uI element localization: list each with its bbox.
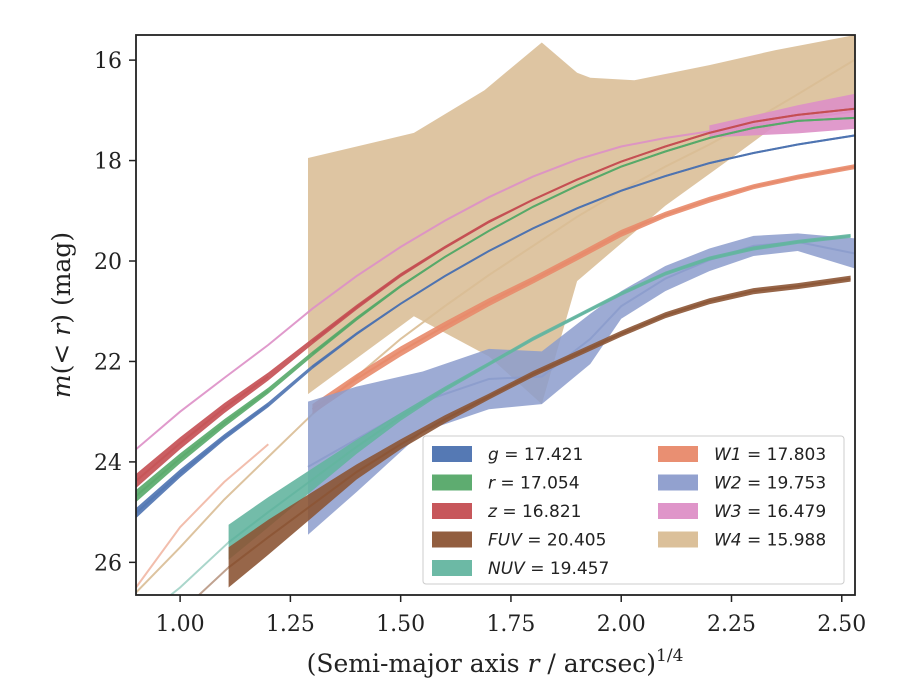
chart-canvas: 1.00 1.25 1.50 1.75 2.00 2.25 2.50 16 18 20 22 24 2…: [0, 0, 900, 700]
x-axis-label-base: (Semi-major axis: [307, 649, 528, 678]
x-axis-label-exponent: 1/4: [656, 646, 683, 666]
legend-swatch: [658, 532, 698, 548]
legend-value: = 17.803: [742, 445, 827, 465]
legend-swatch: [658, 503, 698, 519]
legend-label: FUV = 20.405: [488, 531, 606, 551]
legend-item-z: z = 16.821: [432, 502, 581, 522]
x-axis-ticks: 1.00 1.25 1.50 1.75 2.00 2.25 2.50: [156, 595, 867, 637]
y-axis-label: m(< r) (mag): [47, 232, 76, 398]
legend-item-w2: W2 = 19.753: [658, 474, 826, 494]
legend-value: = 16.479: [742, 502, 827, 522]
legend-band: W4: [714, 531, 742, 551]
y-tick-label: 24: [94, 451, 122, 476]
x-axis-label: (Semi-major axis r / arcsec)1/4: [307, 646, 684, 678]
legend-label: z = 16.821: [487, 502, 581, 522]
y-axis-label-close: ): [47, 314, 76, 324]
x-tick-label: 1.00: [156, 612, 205, 637]
legend-swatch: [432, 532, 472, 548]
legend-swatch: [432, 446, 472, 462]
legend-value: = 19.457: [525, 559, 610, 579]
x-axis-label-rest: / arcsec): [539, 649, 656, 678]
x-tick-label: 2.00: [597, 612, 646, 637]
y-axis-label-paren: (<: [47, 336, 76, 375]
legend-value: = 20.405: [522, 531, 607, 551]
legend-item-w3: W3 = 16.479: [658, 502, 826, 522]
y-tick-label: 16: [94, 49, 122, 74]
x-tick-label: 1.25: [266, 612, 315, 637]
x-tick-label: 2.50: [817, 612, 866, 637]
y-tick-label: 18: [94, 150, 122, 175]
legend-band: g: [488, 445, 499, 465]
legend-item-w4: W4 = 15.988: [658, 531, 826, 551]
y-axis-label-m: m: [47, 374, 76, 398]
legend-item-w1: W1 = 17.803: [658, 445, 826, 465]
legend-value: = 15.988: [742, 531, 827, 551]
legend-item-g: g = 17.421: [432, 445, 583, 465]
legend-value: = 19.753: [742, 474, 827, 494]
legend-band: W3: [714, 502, 742, 522]
legend-value: = 16.821: [497, 502, 582, 522]
legend-swatch: [658, 475, 698, 491]
x-tick-label: 2.25: [707, 612, 756, 637]
legend: g = 17.421 r = 17.054 z = 16.821 FUV = 20.4…: [423, 436, 844, 584]
legend-label: W3 = 16.479: [714, 502, 826, 522]
legend-label: W1 = 17.803: [714, 445, 826, 465]
y-axis-ticks: 16 18 20 22 24 26: [94, 49, 136, 576]
y-tick-label: 26: [94, 551, 122, 576]
legend-label: NUV = 19.457: [488, 559, 609, 579]
y-axis-label-unit: (mag): [47, 232, 76, 314]
legend-swatch: [432, 503, 472, 519]
y-tick-label: 22: [94, 350, 122, 375]
y-tick-label: 20: [94, 250, 122, 275]
legend-swatch: [658, 446, 698, 462]
legend-band: FUV: [488, 531, 523, 551]
legend-label: g = 17.421: [488, 445, 583, 465]
x-tick-label: 1.50: [376, 612, 425, 637]
legend-label: W2 = 19.753: [714, 474, 826, 494]
legend-band: W2: [714, 474, 742, 494]
legend-label: r = 17.054: [488, 474, 580, 494]
legend-item-nuv: NUV = 19.457: [432, 559, 609, 579]
legend-label: W4 = 15.988: [714, 531, 826, 551]
legend-value: = 17.421: [499, 445, 584, 465]
legend-swatch: [432, 560, 472, 576]
legend-band: W1: [714, 445, 742, 465]
legend-item-fuv: FUV = 20.405: [432, 531, 606, 551]
x-tick-label: 1.75: [486, 612, 535, 637]
legend-band: NUV: [488, 559, 526, 579]
legend-value: = 17.054: [495, 474, 580, 494]
legend-item-r: r = 17.054: [432, 474, 580, 494]
legend-swatch: [432, 475, 472, 491]
